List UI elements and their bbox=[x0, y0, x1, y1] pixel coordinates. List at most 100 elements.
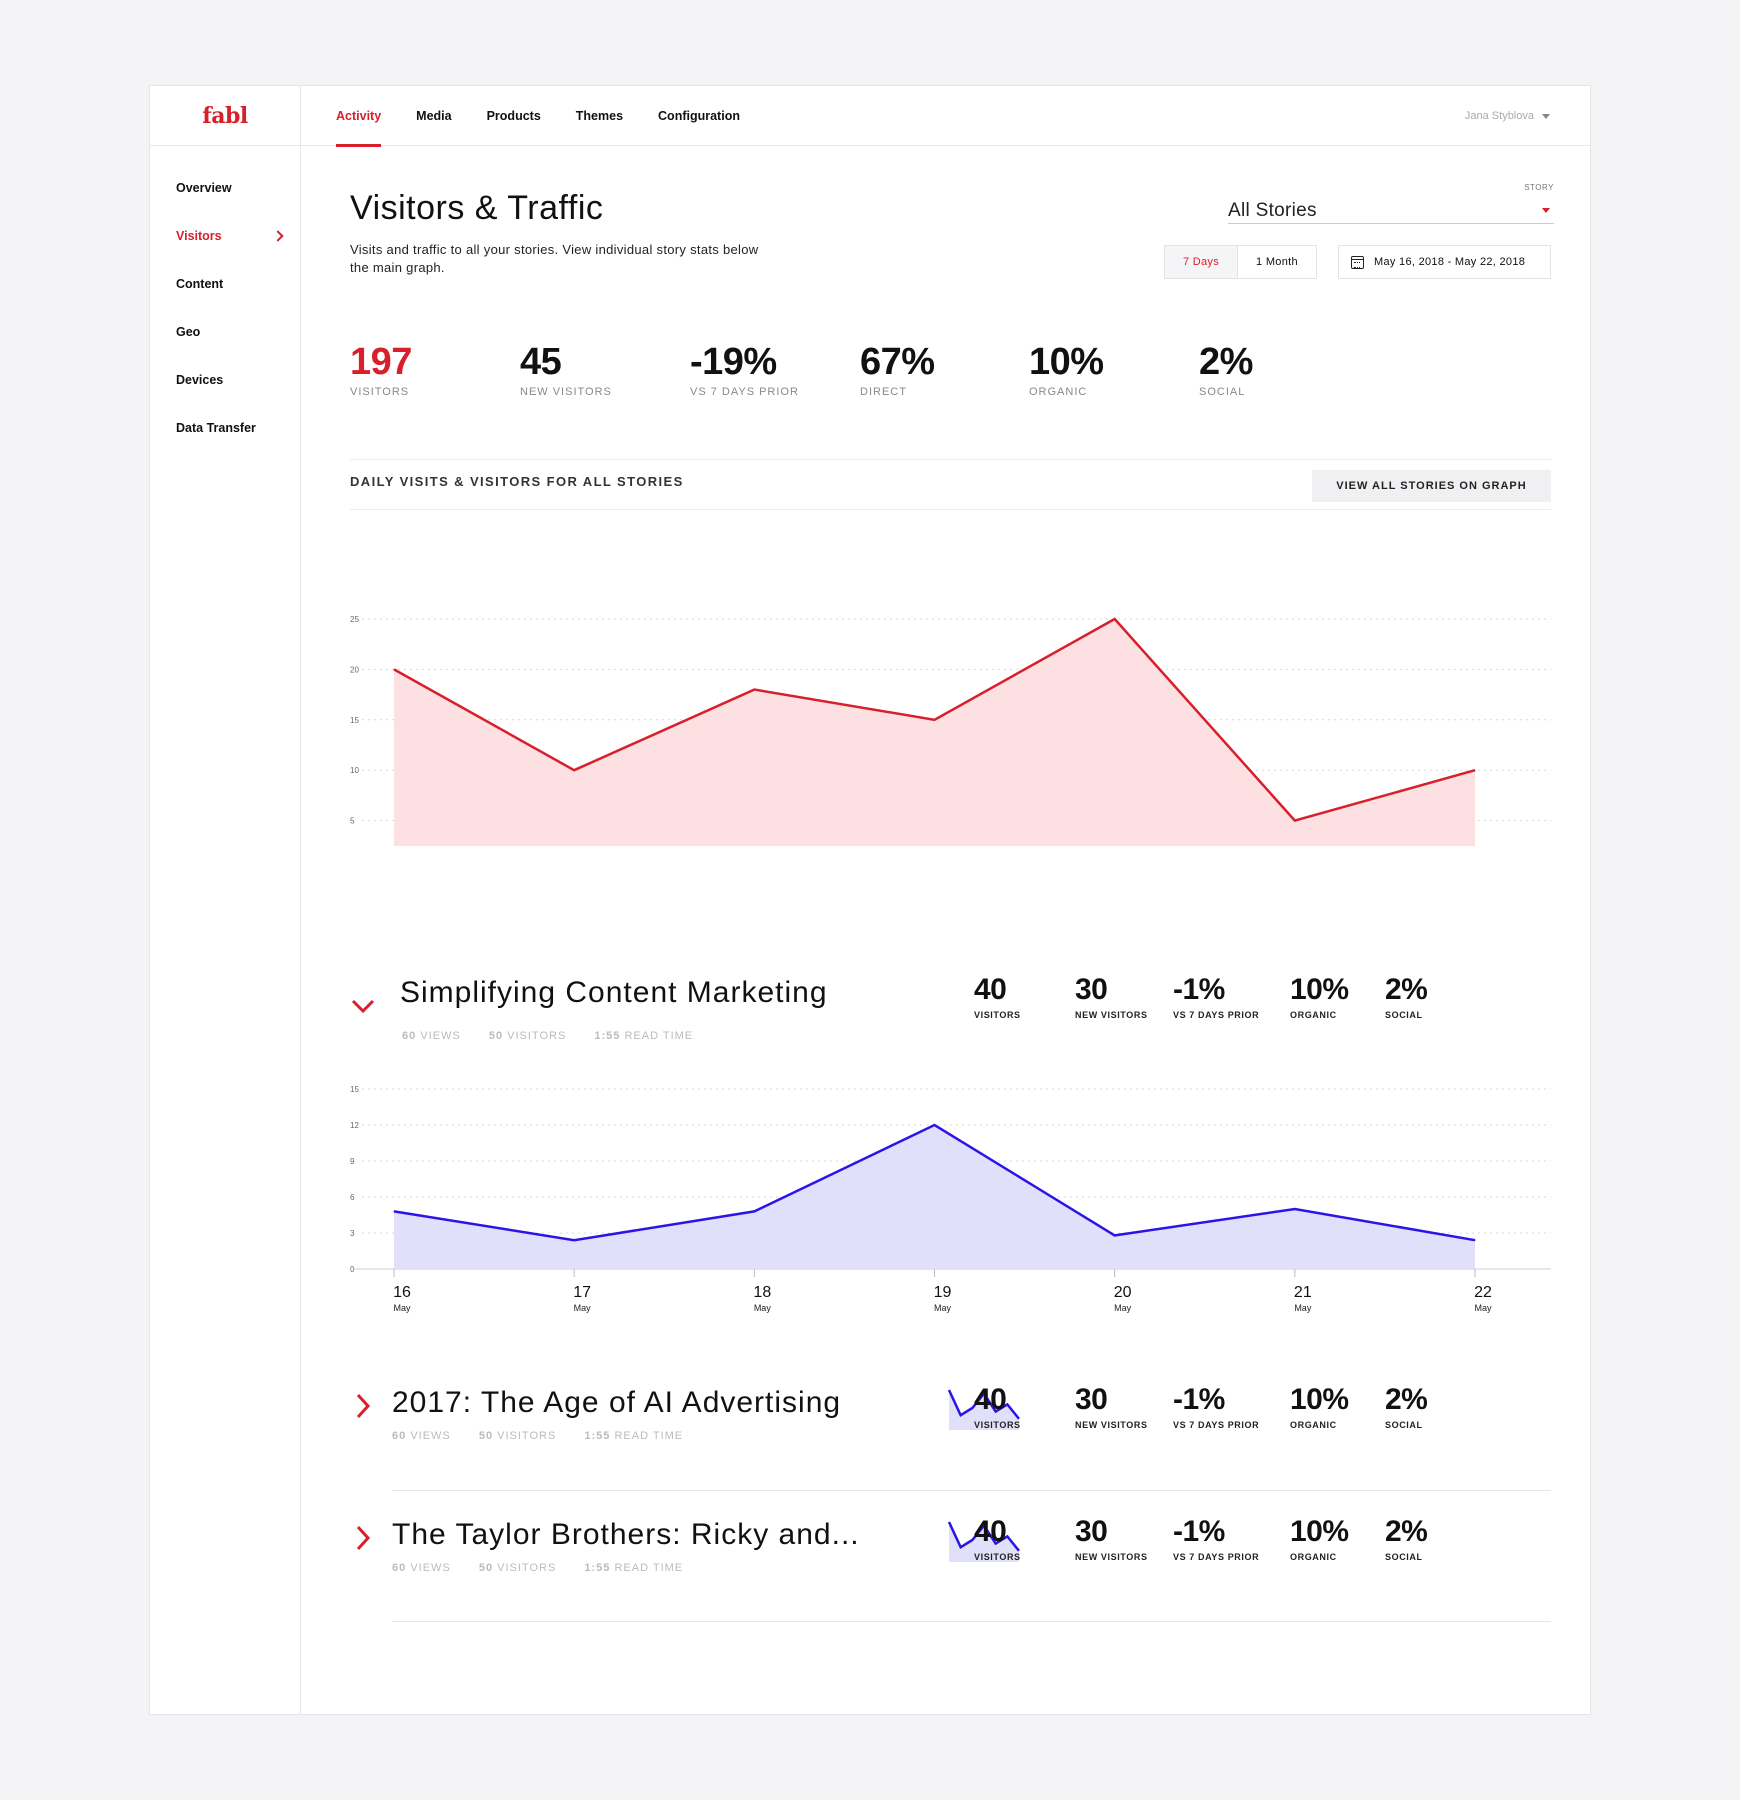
series-area bbox=[394, 619, 1475, 846]
date-range-value: May 16, 2018 - May 22, 2018 bbox=[1374, 256, 1526, 268]
story-views: 60 bbox=[402, 1030, 417, 1042]
story-stat-label: VISITORS bbox=[974, 1420, 1021, 1430]
story-stat: 40 VISITORS bbox=[974, 974, 1021, 1021]
kpi-value: 67% bbox=[860, 341, 935, 383]
caret-down-icon bbox=[1542, 113, 1550, 119]
story-views: 60 bbox=[392, 1430, 407, 1442]
story-visitors: 50 bbox=[478, 1562, 494, 1574]
story-stat-label: NEW VISITORS bbox=[1075, 1010, 1148, 1020]
sidebar-item-label: Geo bbox=[176, 325, 201, 339]
data-point bbox=[1474, 769, 1476, 771]
story-stat-label: NEW VISITORS bbox=[1075, 1420, 1148, 1430]
sidebar-item-geo[interactable]: Geo bbox=[176, 320, 286, 344]
nav-products[interactable]: Products bbox=[486, 109, 541, 123]
kpi-vs-prior: -19% VS 7 DAYS PRIOR bbox=[690, 342, 799, 398]
data-point bbox=[1114, 618, 1116, 620]
chevron-down-icon[interactable] bbox=[350, 996, 380, 1018]
story-stat-value: 2% bbox=[1385, 1383, 1428, 1416]
section-divider bbox=[350, 509, 1551, 510]
story-title[interactable]: The Taylor Brothers: Ricky and... bbox=[392, 1518, 860, 1551]
story-stat-label: ORGANIC bbox=[1290, 1010, 1337, 1020]
kpi-value: 2% bbox=[1199, 341, 1253, 383]
nav-themes[interactable]: Themes bbox=[575, 109, 624, 123]
story-title[interactable]: Simplifying Content Marketing bbox=[400, 976, 828, 1009]
story-stat: 10% ORGANIC bbox=[1290, 1384, 1349, 1431]
story-stat: -1% VS 7 DAYS PRIOR bbox=[1173, 974, 1259, 1021]
y-tick-label: 9 bbox=[350, 1157, 355, 1166]
data-point bbox=[934, 1124, 935, 1126]
story-stat: 2% SOCIAL bbox=[1385, 974, 1428, 1021]
story-sparkline bbox=[947, 1389, 1020, 1430]
nav-configuration[interactable]: Configuration bbox=[658, 109, 740, 123]
kpi-value: 45 bbox=[520, 341, 562, 383]
sidebar-item-content[interactable]: Content bbox=[176, 272, 286, 296]
top-bar: fabl Activity Media Products Themes Conf… bbox=[150, 86, 1590, 147]
kpi-label: VS 7 DAYS PRIOR bbox=[690, 386, 799, 398]
user-menu[interactable]: Jana Styblova bbox=[1465, 86, 1550, 146]
story-stat-value: -1% bbox=[1173, 1383, 1225, 1416]
story-stat-label: ORGANIC bbox=[1290, 1420, 1337, 1430]
range-tab-7-days[interactable]: 7 Days bbox=[1165, 246, 1239, 278]
chevron-right-icon[interactable] bbox=[352, 1392, 376, 1422]
kpi-label: NEW VISITORS bbox=[520, 386, 612, 398]
data-point bbox=[753, 1210, 755, 1212]
story-stat-label: VISITORS bbox=[974, 1010, 1021, 1020]
story-views: 60 bbox=[392, 1562, 407, 1574]
story-stat-value: 30 bbox=[1075, 1515, 1108, 1548]
story-select[interactable]: All Stories bbox=[1228, 196, 1554, 224]
x-tick-label: 17 bbox=[573, 1284, 591, 1301]
story-stat: 2% SOCIAL bbox=[1385, 1383, 1428, 1431]
x-tick-sublabel: May bbox=[754, 1303, 772, 1313]
kpi-visitors: 197 VISITORS bbox=[350, 342, 412, 398]
user-name: Jana Styblova bbox=[1464, 110, 1534, 122]
story-stat: 10% ORGANIC bbox=[1290, 1516, 1349, 1563]
fabl-logo[interactable]: fabl bbox=[202, 103, 248, 129]
story-stat-label: SOCIAL bbox=[1385, 1420, 1423, 1430]
story-stat-label: VS 7 DAYS PRIOR bbox=[1173, 1552, 1260, 1562]
story-row: The Taylor Brothers: Ricky and... 60 VIE… bbox=[350, 1518, 1551, 1598]
nav-media[interactable]: Media bbox=[416, 109, 452, 123]
calendar-icon bbox=[1351, 255, 1364, 269]
story-views-label: VIEWS bbox=[410, 1430, 451, 1442]
y-tick-label: 25 bbox=[350, 615, 359, 624]
page-description: Visits and traffic to all your stories. … bbox=[350, 242, 759, 275]
story-visitors-label: VISITORS bbox=[497, 1430, 557, 1442]
story-stat-value: 10% bbox=[1290, 973, 1349, 1006]
sparkline-area bbox=[949, 1390, 1019, 1430]
chevron-right-icon bbox=[272, 230, 284, 242]
y-tick-label: 15 bbox=[350, 716, 359, 725]
kpi-label: ORGANIC bbox=[1029, 386, 1088, 398]
x-tick-sublabel: May bbox=[574, 1303, 592, 1313]
range-tab-1-month[interactable]: 1 Month bbox=[1256, 256, 1298, 268]
kpi-label: DIRECT bbox=[860, 386, 907, 398]
x-tick-sublabel: May bbox=[1474, 1303, 1492, 1313]
page-title: Visitors & Traffic bbox=[350, 189, 604, 227]
story-stat-value: 30 bbox=[1075, 973, 1108, 1006]
kpi-value: -19% bbox=[690, 341, 777, 383]
story-stat: 30 NEW VISITORS bbox=[1075, 1515, 1148, 1563]
view-all-stories-button[interactable]: VIEW ALL STORIES ON GRAPH bbox=[1312, 470, 1551, 502]
chevron-right-icon[interactable] bbox=[352, 1524, 376, 1554]
row-divider bbox=[392, 1621, 1551, 1622]
y-tick-label: 20 bbox=[350, 665, 359, 674]
data-point bbox=[393, 1210, 395, 1212]
story-stat: 30 NEW VISITORS bbox=[1075, 1384, 1148, 1431]
sidebar-item-devices[interactable]: Devices bbox=[176, 368, 286, 392]
story-stat: 40 VISITORS bbox=[974, 1516, 1021, 1563]
sidebar-item-overview[interactable]: Overview bbox=[176, 176, 286, 200]
caret-down-icon bbox=[1542, 208, 1550, 213]
kpi-label: VISITORS bbox=[350, 386, 410, 398]
story-stat-label: VISITORS bbox=[974, 1552, 1021, 1562]
story-stat: 40 VISITORS bbox=[974, 1384, 1021, 1431]
sparkline-line bbox=[947, 1521, 1020, 1552]
y-tick-label: 12 bbox=[350, 1121, 359, 1130]
kpi-value: 10% bbox=[1029, 341, 1104, 383]
sidebar-item-visitors[interactable]: Visitors bbox=[176, 224, 286, 248]
story-title[interactable]: 2017: The Age of AI Advertising bbox=[392, 1386, 842, 1419]
data-point bbox=[934, 719, 935, 721]
sidebar-item-data-transfer[interactable]: Data Transfer bbox=[176, 416, 286, 440]
kpi-new-visitors: 45 NEW VISITORS bbox=[520, 342, 612, 398]
date-range-picker[interactable]: May 16, 2018 - May 22, 2018 bbox=[1338, 245, 1551, 279]
main-chart: 051015202516May17May18May19May20May21May… bbox=[350, 615, 1551, 846]
nav-activity[interactable]: Activity bbox=[336, 86, 382, 147]
